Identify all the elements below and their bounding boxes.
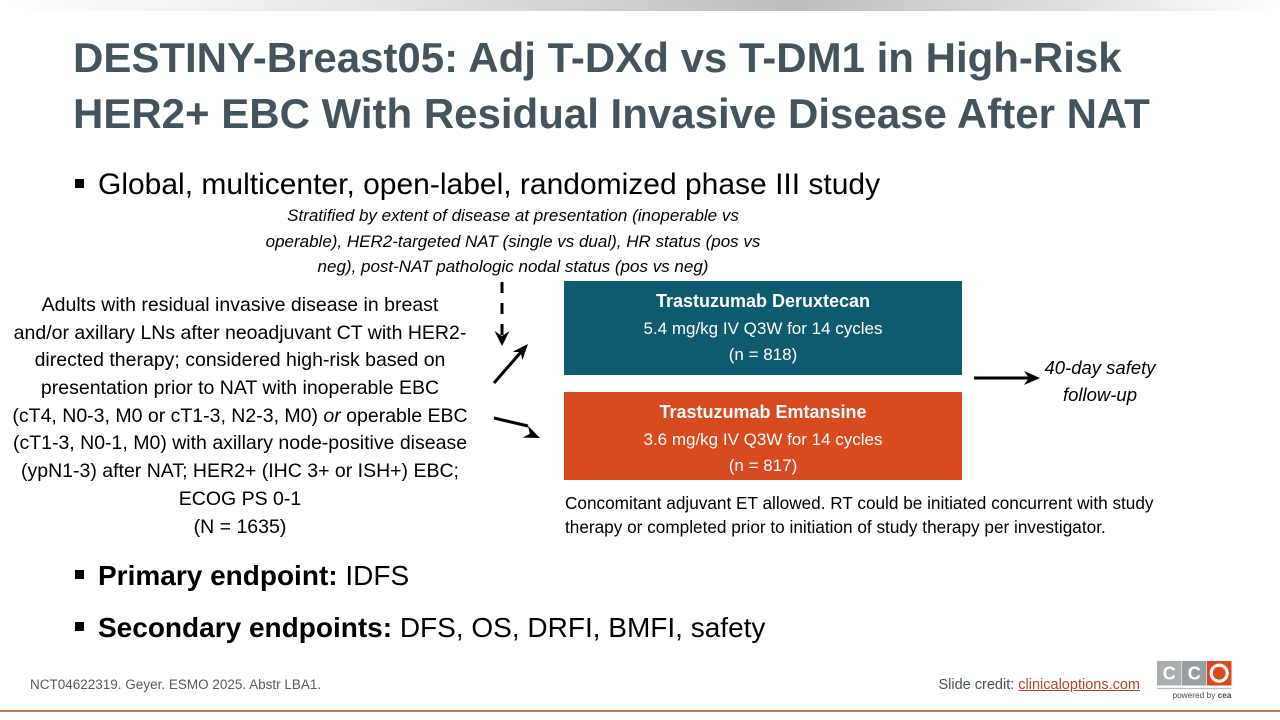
svg-text:powered by cea: powered by cea xyxy=(1172,690,1231,700)
svg-text:C: C xyxy=(1188,664,1201,684)
svg-text:C: C xyxy=(1163,664,1176,684)
